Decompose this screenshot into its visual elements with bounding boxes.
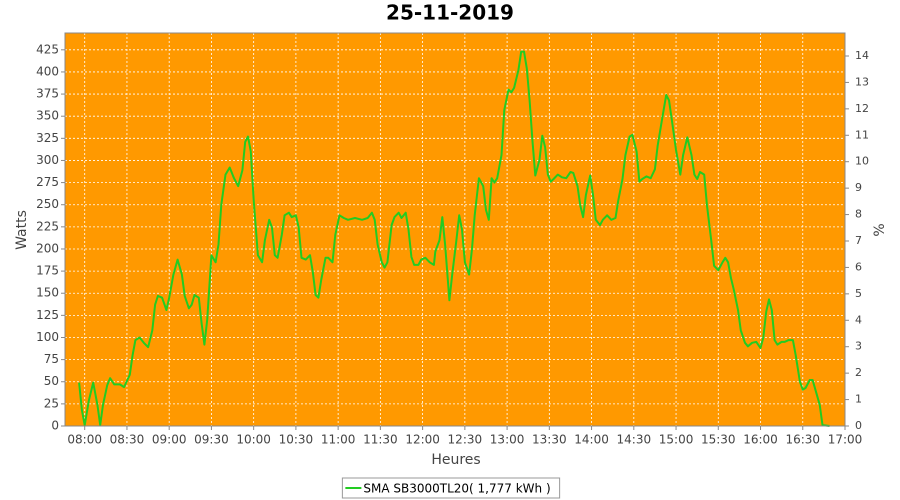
x-tick-label: 14:00 [574,433,609,447]
y2-tick-label: 1 [855,393,862,406]
x-tick-label: 13:00 [490,433,525,447]
x-tick-label: 12:00 [405,433,440,447]
y2-axis-label: % [872,223,888,236]
x-tick-label: 11:30 [363,433,398,447]
y2-tick-label: 3 [855,340,862,353]
y-tick-label: 175 [36,264,59,278]
y2-tick-label: 6 [855,260,862,273]
y-tick-label: 25 [44,396,59,410]
y-tick-label: 125 [36,308,59,322]
y-tick-label: 150 [36,286,59,300]
y-tick-label: 200 [36,241,59,255]
y-tick-label: 50 [44,374,59,388]
x-tick-label: 15:30 [701,433,736,447]
x-tick-label: 17:00 [828,433,863,447]
x-tick-label: 08:00 [67,433,102,447]
y-tick-label: 275 [36,175,59,189]
x-tick-label: 09:30 [194,433,229,447]
y-tick-label: 225 [36,219,59,233]
y2-tick-label: 11 [855,128,869,141]
x-tick-label: 09:00 [152,433,187,447]
x-tick-label: 15:00 [659,433,694,447]
y2-tick-label: 8 [855,208,862,221]
x-tick-label: 14:30 [617,433,652,447]
y-tick-label: 0 [51,419,59,433]
y2-tick-label: 10 [855,155,869,168]
x-tick-label: 16:30 [785,433,820,447]
x-tick-label: 11:00 [321,433,356,447]
y-tick-label: 75 [44,352,59,366]
x-axis-label: Heures [431,452,480,468]
y-tick-label: 350 [36,109,59,123]
y-tick-label: 325 [36,131,59,145]
y2-tick-label: 9 [855,181,862,194]
x-tick-label: 08:30 [110,433,145,447]
y-tick-label: 300 [36,153,59,167]
y2-tick-label: 0 [855,419,862,432]
y-tick-label: 400 [36,64,59,78]
x-tick-label: 12:30 [448,433,483,447]
x-tick-label: 16:00 [743,433,778,447]
y2-tick-label: 2 [855,366,862,379]
y-tick-label: 250 [36,197,59,211]
y-tick-label: 375 [36,87,59,101]
plot-area [65,33,845,426]
chart-title: 25-11-2019 [386,1,514,25]
legend-box [341,477,561,499]
y2-tick-label: 4 [855,313,862,326]
x-tick-label: 10:30 [279,433,314,447]
y2-tick-label: 13 [855,75,869,88]
y2-tick-label: 12 [855,102,869,115]
x-tick-label: 13:30 [532,433,567,447]
y-axis-label: Watts [14,210,30,250]
y2-tick-label: 7 [855,234,862,247]
y-tick-label: 425 [36,42,59,56]
y2-tick-label: 5 [855,287,862,300]
y2-tick-label: 14 [855,49,869,62]
x-tick-label: 10:00 [236,433,271,447]
legend-label: SMA SB3000TL20( 1,777 kWh ) [363,482,550,496]
y-tick-label: 100 [36,330,59,344]
plot-frame [64,32,846,427]
series-line [78,50,830,427]
